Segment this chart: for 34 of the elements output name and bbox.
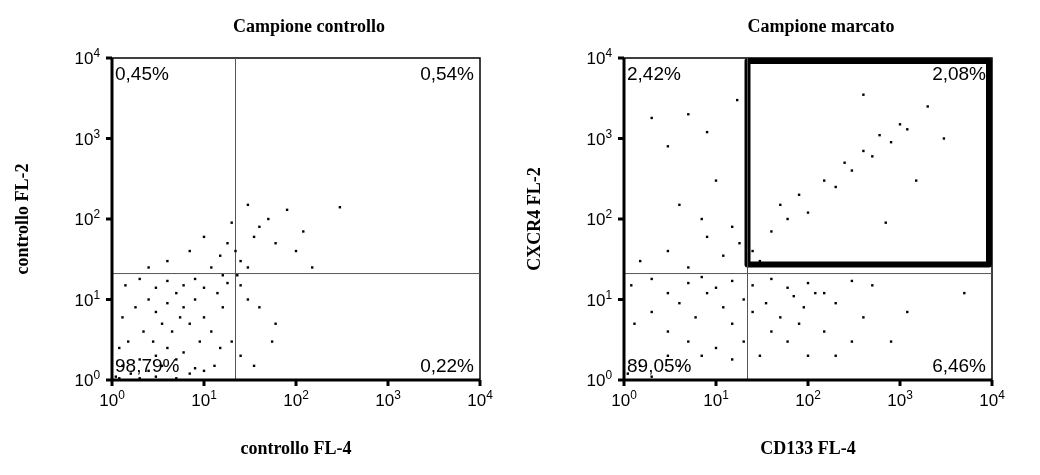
x-tick-label: 10$^{0}$: [99, 388, 126, 410]
y-tick-label: 10$^{2}$: [586, 207, 613, 229]
annotation: 89,05%: [627, 355, 692, 376]
x-tick-label: 10$^{1}$: [703, 388, 730, 410]
x-tick-label: 10$^{2}$: [283, 388, 310, 410]
x-tick-label: 10$^{3}$: [887, 388, 914, 410]
annotation: 98,79%: [115, 355, 180, 376]
x-tick-label: 10$^{2}$: [795, 388, 822, 410]
y-tick-label: 10$^{1}$: [586, 287, 613, 310]
annotation: 2,08%: [932, 63, 987, 84]
x-tick-label: 10$^{4}$: [979, 388, 1006, 410]
x-tick-label: 10$^{4}$: [467, 388, 494, 410]
x-tick-label: 10$^{0}$: [611, 388, 638, 410]
annotation: 0,22%: [420, 355, 475, 376]
y-tick-label: 10$^{3}$: [586, 126, 613, 149]
chart-title: Campione controllo: [231, 15, 386, 38]
y-tick-label: 10$^{4}$: [74, 46, 101, 68]
x-axis-title: controllo FL-4: [240, 438, 352, 458]
y-tick-label: 10$^{0}$: [586, 368, 613, 390]
x-axis-title: CD133 FL-4: [760, 438, 856, 458]
x-tick-label: 10$^{3}$: [375, 388, 402, 410]
annotation: 2,42%: [627, 63, 681, 84]
y-tick-label: 10$^{3}$: [74, 126, 101, 149]
y-tick-label: 10$^{4}$: [586, 46, 613, 68]
y-tick-label: 10$^{2}$: [74, 207, 101, 229]
annotation: 6,46%: [932, 355, 987, 376]
y-tick-label: 10$^{0}$: [74, 368, 101, 390]
y-tick-label: 10$^{1}$: [74, 287, 101, 310]
annotation: 0,54%: [420, 63, 475, 84]
chart-title: Campione marcato: [746, 15, 895, 38]
y-axis-title: CXCR4 FL-2: [524, 167, 545, 271]
annotation: 0,45%: [115, 63, 169, 84]
y-axis-title: controllo FL-2: [12, 163, 33, 275]
x-tick-label: 10$^{1}$: [191, 388, 218, 410]
